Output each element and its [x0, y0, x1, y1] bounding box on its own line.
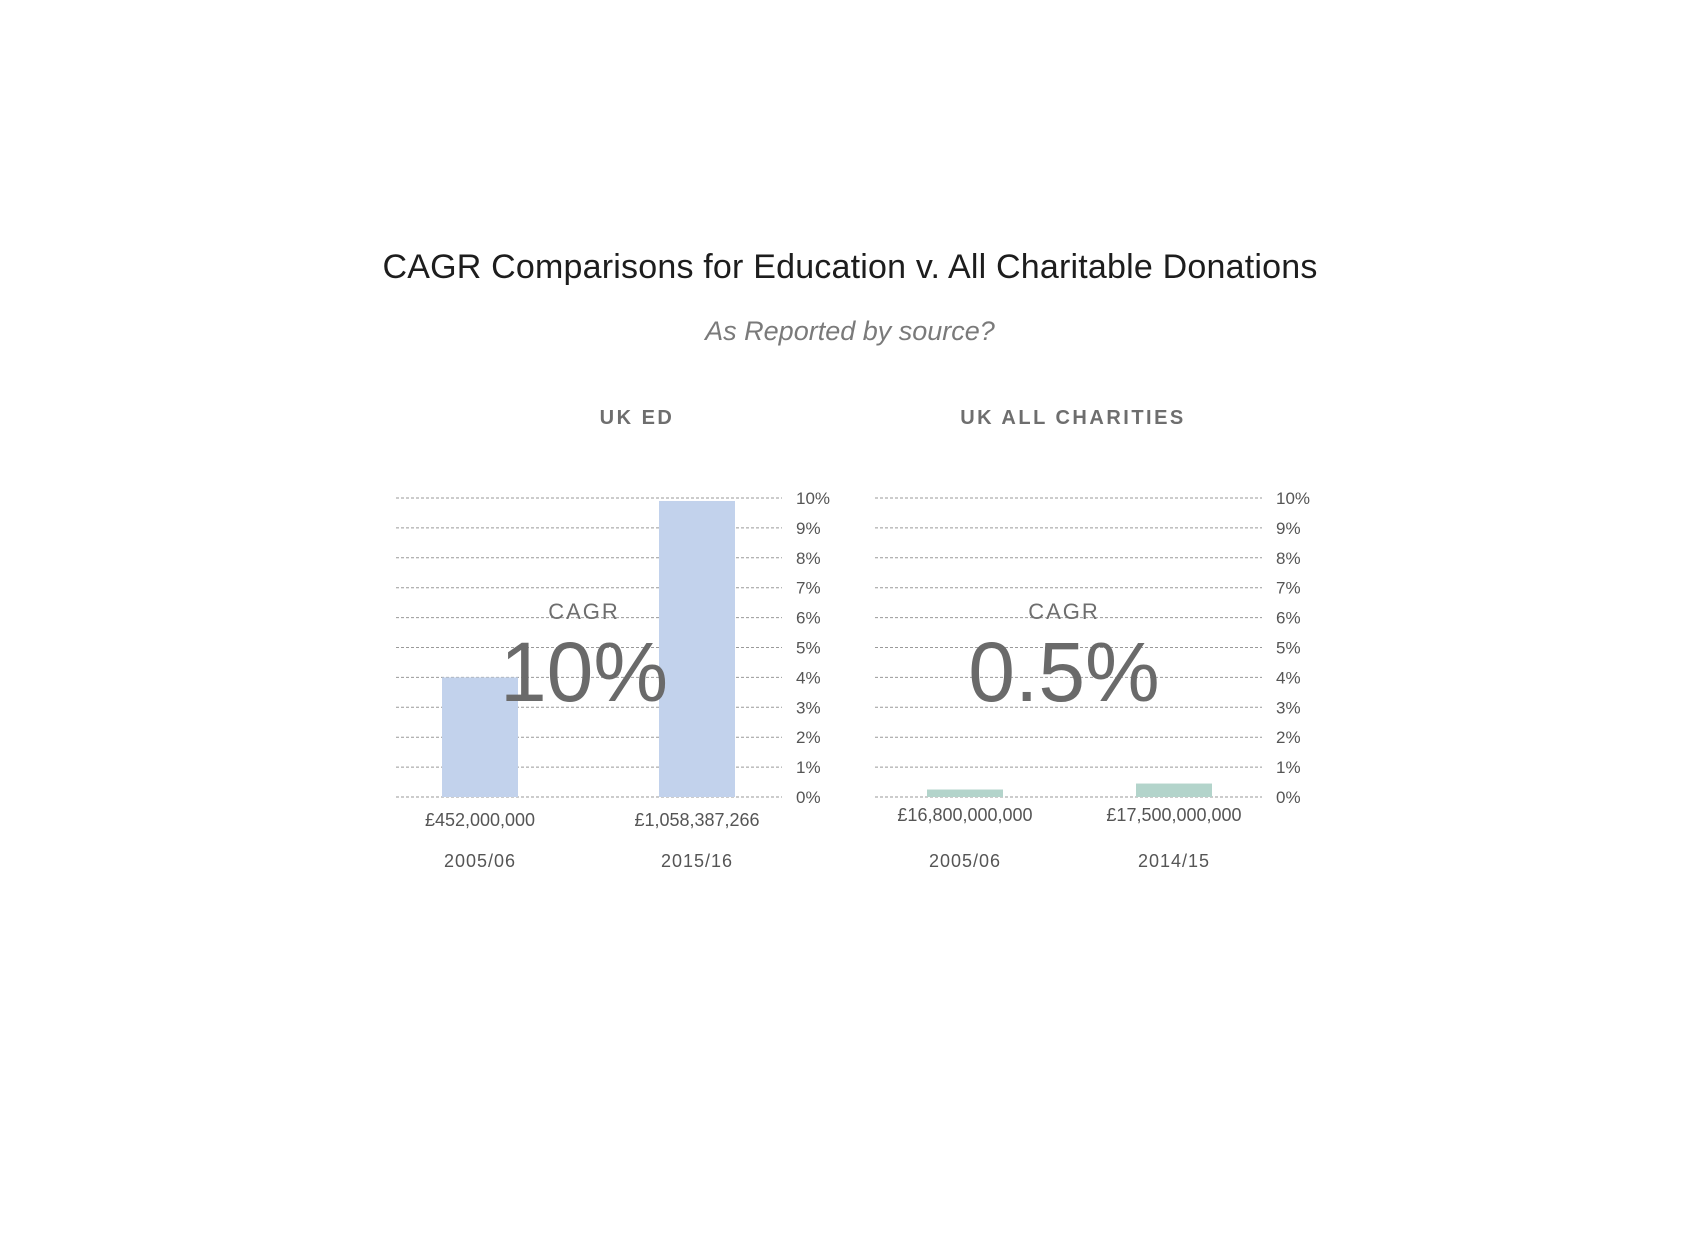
uk-ed-y-tick-label: 10%: [796, 489, 830, 508]
uk-all-charities-cagr-label: CAGR: [1028, 599, 1100, 624]
uk-all-charities-y-tick-label: 4%: [1276, 668, 1301, 687]
uk-ed-y-tick-label: 7%: [796, 579, 821, 598]
uk-all-charities-y-tick-label: 6%: [1276, 609, 1301, 628]
uk-all-charities-y-tick-label: 1%: [1276, 758, 1301, 777]
uk-ed-y-tick-label: 6%: [796, 609, 821, 628]
uk-all-charities-bar: [927, 789, 1003, 797]
uk-all-charities-y-tick-label: 7%: [1276, 579, 1301, 598]
uk-ed-cagr-label: CAGR: [548, 599, 620, 624]
uk-ed-bar: [442, 677, 518, 797]
uk-all-charities-y-tick-label: 10%: [1276, 489, 1310, 508]
uk-all-charities-y-tick-label: 9%: [1276, 519, 1301, 538]
page-subtitle: As Reported by source?: [705, 316, 995, 346]
uk-all-charities-bar-value-label: £17,500,000,000: [1106, 805, 1241, 825]
uk-all-charities-cagr-value: 0.5%: [968, 625, 1159, 719]
chart-title-uk-ed: UK ED: [599, 407, 675, 429]
chart-title-uk-all-charities: UK ALL CHARITIES: [960, 407, 1186, 429]
uk-all-charities-y-tick-label: 0%: [1276, 788, 1301, 807]
uk-ed-y-tick-label: 2%: [796, 728, 821, 747]
uk-ed-y-tick-label: 3%: [796, 698, 821, 717]
uk-ed-y-tick-label: 0%: [796, 788, 821, 807]
uk-all-charities-y-tick-label: 3%: [1276, 698, 1301, 717]
uk-ed-y-tick-label: 8%: [796, 549, 821, 568]
uk-ed-x-category-label: 2015/16: [661, 851, 733, 871]
uk-all-charities-x-category-label: 2005/06: [929, 851, 1001, 871]
uk-ed-bar-value-label: £1,058,387,266: [634, 810, 759, 830]
uk-all-charities-y-tick-label: 8%: [1276, 549, 1301, 568]
uk-all-charities-y-tick-label: 2%: [1276, 728, 1301, 747]
uk-ed-bar-value-label: £452,000,000: [425, 810, 535, 830]
uk-all-charities-bar: [1136, 783, 1212, 797]
uk-ed-x-category-label: 2005/06: [444, 851, 516, 871]
uk-all-charities-y-tick-label: 5%: [1276, 639, 1301, 658]
uk-ed-y-tick-label: 1%: [796, 758, 821, 777]
uk-ed-bar: [659, 500, 735, 797]
page-title: CAGR Comparisons for Education v. All Ch…: [382, 248, 1318, 286]
uk-all-charities-bar-value-label: £16,800,000,000: [897, 805, 1032, 825]
uk-all-charities-x-category-label: 2014/15: [1138, 851, 1210, 871]
uk-ed-y-tick-label: 4%: [796, 668, 821, 687]
uk-ed-y-tick-label: 9%: [796, 519, 821, 538]
uk-ed-y-tick-label: 5%: [796, 639, 821, 658]
uk-ed-cagr-value: 10%: [500, 625, 668, 719]
